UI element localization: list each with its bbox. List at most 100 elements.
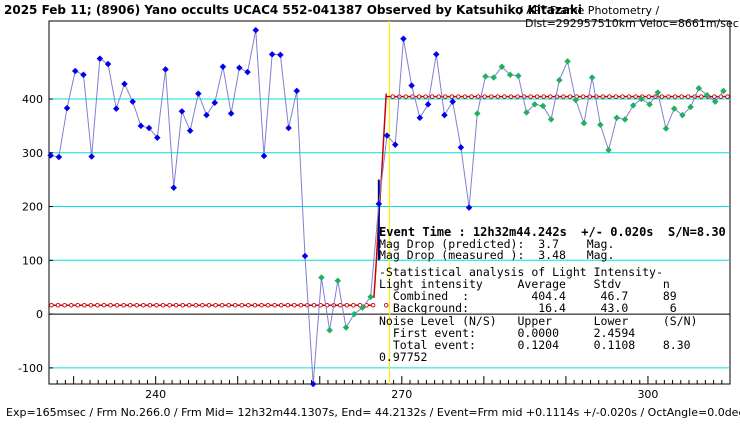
model-point: [141, 303, 146, 308]
model-point: [685, 94, 691, 99]
model-point: [311, 303, 317, 308]
model-point: [187, 303, 192, 308]
model-point: [666, 94, 671, 99]
data-point-evaluated: [564, 57, 571, 65]
data-point-evaluated: [654, 89, 662, 96]
model-point: [239, 303, 245, 308]
noise-extra-value: 0.97752: [379, 350, 427, 364]
data-point: [277, 51, 284, 59]
data-markers: [47, 26, 727, 388]
data-point-evaluated: [720, 87, 727, 95]
model-point: [456, 94, 461, 99]
model-point: [167, 303, 172, 308]
data-point: [170, 184, 178, 192]
y-tick-label: 100: [22, 254, 43, 267]
data-point-evaluated: [588, 74, 596, 81]
footer-exposure-info: Exp=165msec / Frm No.266.0 / Frm Mid= 12…: [6, 406, 740, 419]
analysis-annotations: Event Time : 12h32m44.242s +/- 0.020s S/…: [379, 225, 726, 364]
data-point-evaluated: [547, 116, 555, 123]
stat-heading: -Statistical analysis of Light Intensity…: [379, 265, 663, 279]
noise-total-event: Total event: 0.1204 0.1108 8.30: [379, 338, 691, 352]
data-point: [449, 98, 457, 106]
model-point: [620, 94, 625, 99]
x-tick-label: 270: [391, 388, 412, 401]
model-point: [449, 94, 455, 99]
data-point-evaluated: [523, 109, 530, 116]
model-point: [213, 303, 218, 308]
model-point: [108, 303, 113, 308]
data-point-evaluated: [711, 98, 719, 106]
model-point: [147, 303, 153, 308]
model-point: [672, 94, 678, 99]
data-point: [244, 68, 251, 76]
model-point: [101, 303, 107, 308]
data-point-evaluated: [679, 111, 686, 119]
model-point: [226, 303, 231, 308]
model-point: [121, 303, 126, 308]
chart-title: 2025 Feb 11; (8906) Yano occults UCAC4 5…: [4, 3, 582, 17]
model-point: [580, 94, 586, 99]
chart-subtitle-dist: Dist=292957510km Veloc=8661m/sec: [525, 17, 739, 30]
model-point: [95, 303, 100, 308]
model-point: [429, 94, 435, 99]
data-point-evaluated: [539, 102, 547, 110]
noise-first-event: First event: 0.0000 2.4594: [379, 326, 635, 340]
data-point: [375, 200, 383, 208]
model-point: [160, 303, 166, 308]
model-point: [475, 94, 481, 99]
model-point: [259, 303, 264, 308]
model-point: [134, 303, 140, 308]
stat-columns: Light intensity Average Stdv n: [379, 277, 670, 291]
model-point: [626, 94, 632, 99]
data-point: [96, 55, 104, 62]
data-point-evaluated: [629, 102, 637, 109]
stat-combined: Combined : 404.4 46.7 89: [379, 289, 677, 303]
model-point: [502, 94, 507, 99]
data-point-evaluated: [350, 310, 358, 318]
event-time-text: Event Time : 12h32m44.242s +/- 0.020s S/…: [379, 225, 726, 239]
model-point: [370, 303, 376, 308]
data-point-evaluated: [555, 76, 563, 84]
model-point: [383, 303, 389, 308]
data-point: [88, 153, 96, 160]
model-point: [528, 94, 533, 99]
model-point: [154, 303, 159, 308]
data-point-evaluated: [359, 304, 366, 311]
model-point: [495, 94, 501, 99]
model-point: [633, 94, 638, 99]
model-point: [193, 303, 199, 308]
data-point: [252, 26, 260, 34]
model-point: [725, 94, 730, 99]
model-point: [548, 94, 553, 99]
model-point: [613, 94, 619, 99]
stat-background: Background: 16.4 43.0 6: [379, 301, 677, 315]
y-tick-label: 300: [22, 147, 43, 160]
model-point: [462, 94, 468, 99]
data-point: [268, 50, 276, 58]
model-point: [265, 303, 271, 308]
model-point: [285, 303, 291, 308]
model-point: [659, 94, 665, 99]
model-point: [82, 303, 87, 308]
model-point: [443, 94, 448, 99]
y-tick-label: 0: [36, 308, 43, 321]
data-point-evaluated: [506, 71, 514, 79]
data-point-evaluated: [531, 101, 539, 108]
model-point: [88, 303, 94, 308]
model-point: [561, 94, 566, 99]
data-point: [194, 90, 202, 97]
model-point: [272, 303, 277, 308]
model-point: [292, 303, 297, 308]
data-point: [47, 152, 54, 159]
data-point: [400, 35, 407, 43]
model-point: [232, 303, 238, 308]
model-point: [416, 94, 422, 99]
y-tick-label: -100: [18, 362, 43, 375]
model-point: [607, 94, 612, 99]
data-point-evaluated: [490, 74, 498, 81]
model-point: [488, 94, 494, 99]
data-point: [178, 107, 186, 115]
data-point-evaluated: [670, 105, 678, 113]
model-point: [699, 94, 704, 99]
